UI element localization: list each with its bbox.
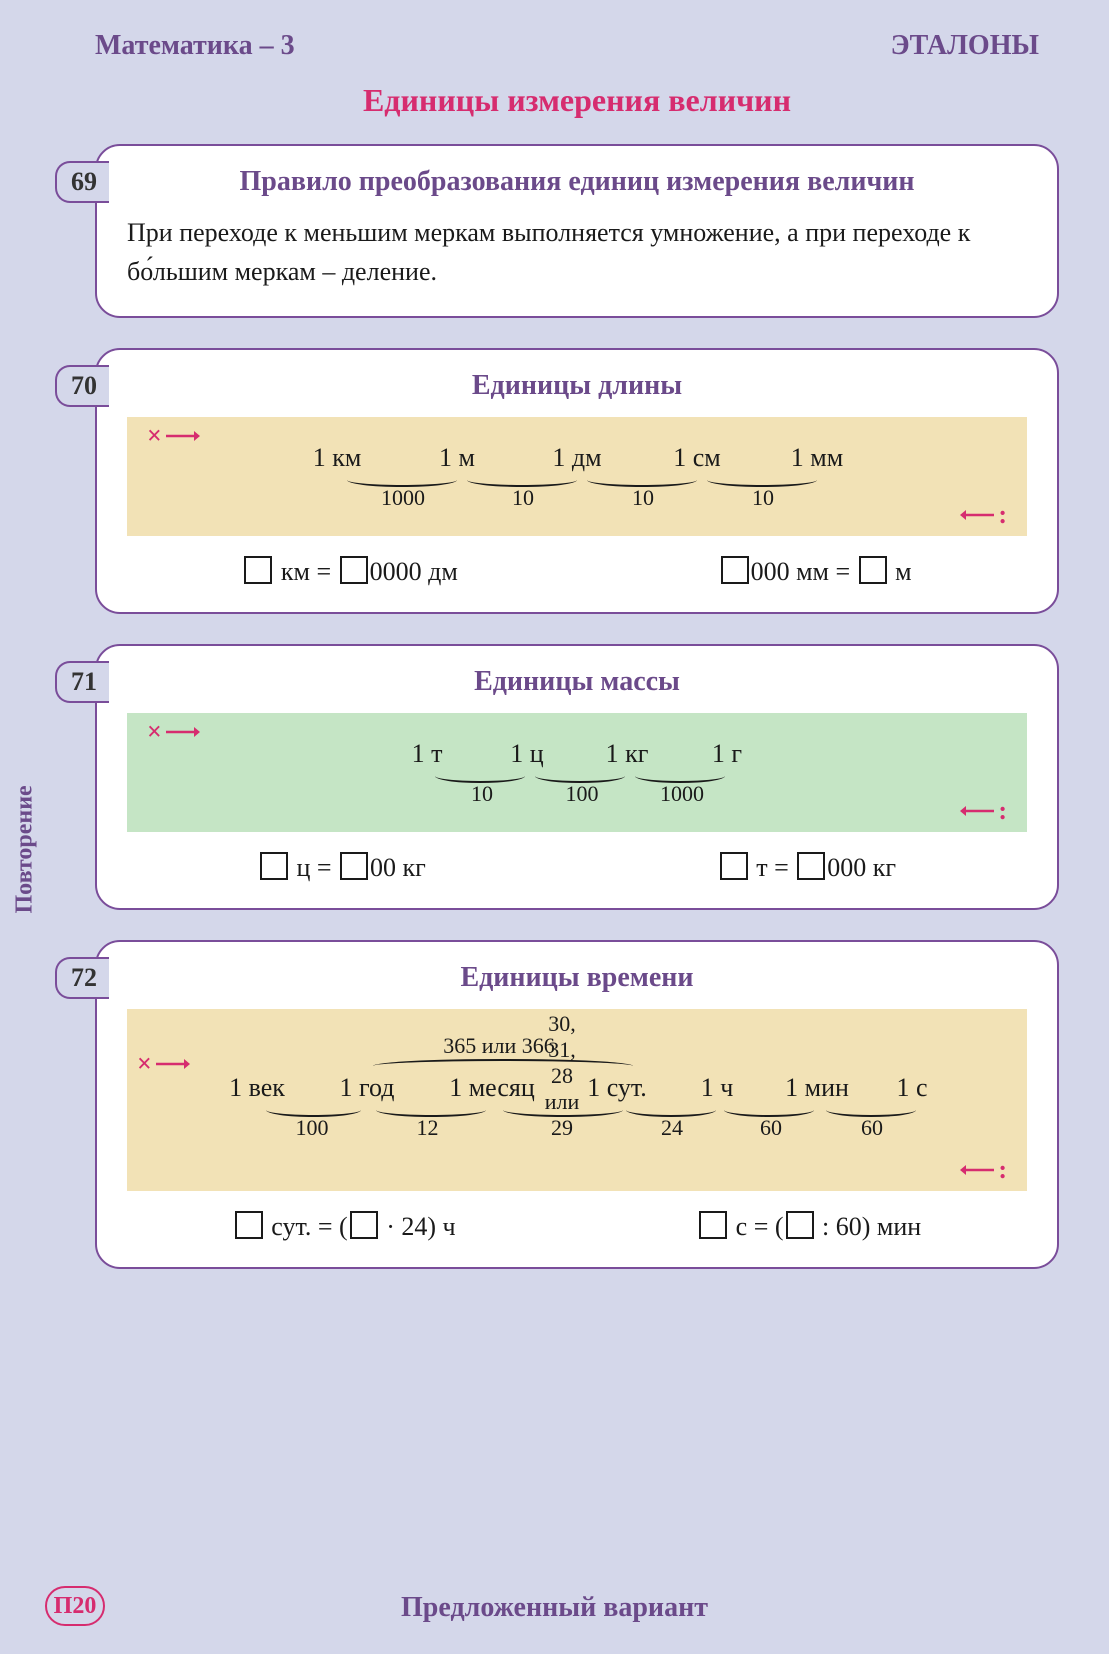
eq-row-time: сут. = ( · 24) ч с = ( : 60) мин xyxy=(127,1211,1027,1242)
badge-72: 72 xyxy=(55,957,109,999)
card-69: 69 Правило преобразования единиц измерен… xyxy=(95,144,1059,318)
unit: 1 мин 60 xyxy=(762,1073,872,1103)
card-69-body: При переходе к меньшим меркам выполняетс… xyxy=(127,213,1027,291)
card-69-title: Правило преобразования единиц измерения … xyxy=(127,166,1027,198)
equation: т = 000 кг xyxy=(718,852,896,883)
units-mass: 1 т 10 1 ц 100 1 кг 1000 1 г xyxy=(147,725,1007,769)
card-72: 72 Единицы времени × 1 век 100 1 год 365… xyxy=(95,940,1059,1269)
footer: Предложенный вариант xyxy=(0,1592,1109,1624)
badge-69: 69 xyxy=(55,161,109,203)
equation: ц = 00 кг xyxy=(258,852,426,883)
strip-length: × 1 км 1000 1 м 10 1 дм 10 1 см 10 xyxy=(127,417,1027,536)
header-right: ЭТАЛОНЫ xyxy=(891,30,1039,62)
unit: 1 с xyxy=(872,1073,952,1103)
unit: 1 сут. 24 xyxy=(562,1073,672,1103)
divide-arrow-icon: : xyxy=(960,796,1007,826)
content: Единицы измерения величин 69 Правило пре… xyxy=(95,72,1059,1269)
unit: 1 км 1000 xyxy=(277,443,397,473)
strip-time: × 1 век 100 1 год 365 или 366 12 1 месяц… xyxy=(127,1009,1027,1191)
eq-row-length: км = 0000 дм 000 мм = м xyxy=(127,556,1027,587)
unit: 1 г xyxy=(677,739,777,769)
card-70-title: Единицы длины xyxy=(127,370,1027,402)
divide-arrow-icon: : xyxy=(960,500,1007,530)
main-title: Единицы измерения величин xyxy=(95,82,1059,119)
units-length: 1 км 1000 1 м 10 1 дм 10 1 см 10 1 мм xyxy=(147,429,1007,473)
unit: 1 см 10 xyxy=(637,443,757,473)
badge-71: 71 xyxy=(55,661,109,703)
unit: 1 месяц 30, 31, 28 или 29 xyxy=(422,1073,562,1103)
header-left: Математика – 3 xyxy=(95,30,295,62)
card-72-title: Единицы времени xyxy=(127,962,1027,994)
strip-mass: × 1 т 10 1 ц 100 1 кг 1000 1 г xyxy=(127,713,1027,832)
unit: 1 ц 100 xyxy=(477,739,577,769)
equation: сут. = ( · 24) ч xyxy=(233,1211,456,1242)
side-label: Повторение xyxy=(12,785,39,913)
unit: 1 ч 60 xyxy=(672,1073,762,1103)
card-71-title: Единицы массы xyxy=(127,666,1027,698)
badge-70: 70 xyxy=(55,365,109,407)
equation: км = 0000 дм xyxy=(242,556,457,587)
card-71: 71 Единицы массы × 1 т 10 1 ц 100 1 кг 1… xyxy=(95,644,1059,910)
equation: 000 мм = м xyxy=(719,556,912,587)
header: Математика – 3 ЭТАЛОНЫ xyxy=(0,0,1109,72)
unit: 1 год 365 или 366 12 xyxy=(312,1073,422,1103)
equation: с = ( : 60) мин xyxy=(697,1211,921,1242)
unit: 1 век 100 xyxy=(202,1073,312,1103)
units-time: 1 век 100 1 год 365 или 366 12 1 месяц 3… xyxy=(147,1059,1007,1103)
unit: 1 дм 10 xyxy=(517,443,637,473)
divide-arrow-icon: : xyxy=(960,1155,1007,1185)
unit: 1 мм xyxy=(757,443,877,473)
unit: 1 м 10 xyxy=(397,443,517,473)
unit: 1 кг 1000 xyxy=(577,739,677,769)
eq-row-mass: ц = 00 кг т = 000 кг xyxy=(127,852,1027,883)
unit: 1 т 10 xyxy=(377,739,477,769)
card-70: 70 Единицы длины × 1 км 1000 1 м 10 1 дм… xyxy=(95,348,1059,614)
